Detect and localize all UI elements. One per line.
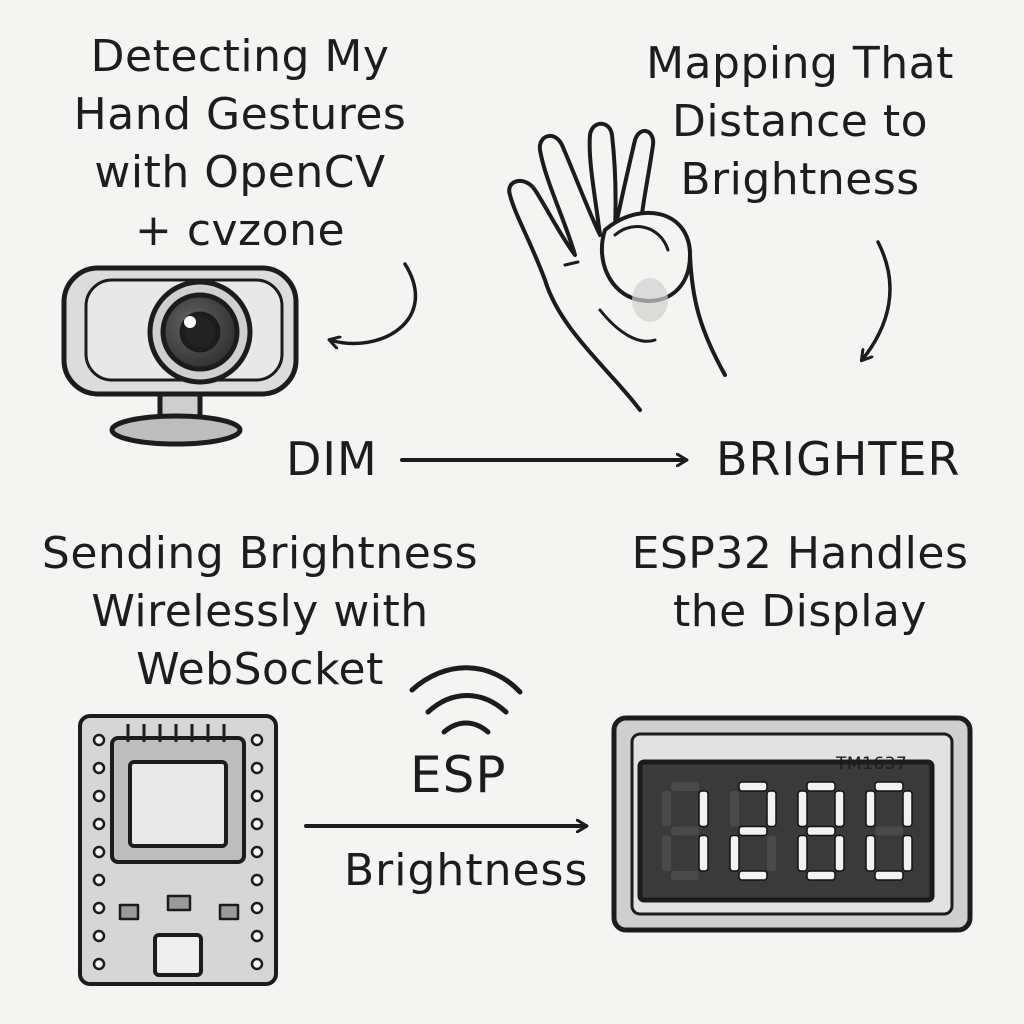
wifi-signal-icon [409,665,523,735]
detect-caption-line: + cvzone [134,205,346,256]
digit-segment [874,870,904,881]
display-digits [662,781,913,881]
digit-segment [738,870,768,881]
display-digit [729,781,777,881]
send-caption-line: Sending Brightness [41,528,479,579]
digit-segment [698,834,709,872]
digit-segment [806,870,836,881]
digit-segment [834,790,845,828]
display-digit [797,781,845,881]
detect-caption-line: with OpenCV [94,147,386,198]
display-caption-line: ESP32 Handles [631,528,969,579]
map-caption-line: Distance to [671,96,929,147]
map-caption-line: Mapping That [646,38,954,89]
detect-arrow [330,262,418,343]
display-digit [662,782,709,880]
display-caption-line: the Display [673,586,927,637]
digit-segment [834,834,845,872]
digit-segment [875,826,903,836]
digit-segment [738,825,768,837]
esp32-board-icon [78,714,278,986]
send-caption-line: WebSocket [136,644,384,695]
brighter-label: BRIGHTER [716,432,961,486]
digit-segment [671,782,699,791]
webcam-icon [61,265,299,447]
dim-label: DIM [286,432,378,486]
send-caption: Sending Brightness Wirelessly with WebSo… [20,525,500,699]
detect-caption-line: Hand Gestures [73,89,407,140]
display-caption: ESP32 Handles the Display [600,525,1000,641]
digit-segment [806,781,836,792]
map-caption: Mapping That Distance to Brightness [600,35,1000,209]
digit-segment [902,790,913,828]
digit-segment [766,790,777,828]
digit-segment [865,790,876,828]
display-digit [865,781,913,881]
digit-segment [767,835,776,871]
digit-segment [662,791,671,827]
digit-segment [698,790,709,828]
digit-segment [874,781,904,792]
digit-segment [902,834,913,872]
digit-segment [806,825,836,837]
digit-segment [730,791,739,827]
digit-segment [729,834,740,872]
send-caption-line: Wirelessly with [91,586,429,637]
map-arrow [862,240,892,360]
digit-segment [671,826,699,836]
esp-label: ESP [410,746,507,804]
detect-caption-line: Detecting My [90,31,390,82]
digit-segment [662,835,671,871]
digit-segment [797,834,808,872]
digit-segment [865,834,876,872]
hand-pinch-gesture-icon [507,121,727,412]
digit-segment [738,781,768,792]
digit-segment [797,790,808,828]
digit-segment [671,871,699,880]
map-caption-line: Brightness [680,154,920,205]
brightness-label: Brightness [344,845,589,896]
tm1637-chip-label: TM1637 [836,754,908,774]
detect-caption: Detecting My Hand Gestures with OpenCV +… [40,28,440,260]
